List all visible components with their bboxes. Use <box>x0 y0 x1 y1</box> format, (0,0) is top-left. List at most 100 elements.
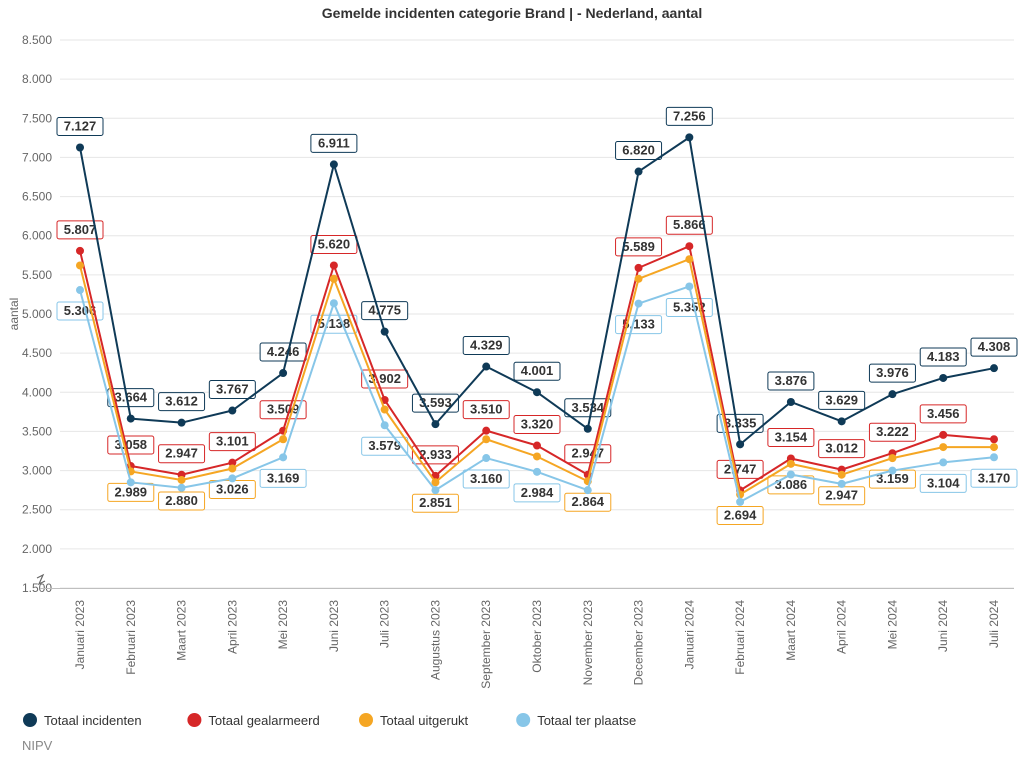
series-marker <box>736 498 744 506</box>
y-tick-label: 8.500 <box>22 33 52 47</box>
data-label-text: 3.320 <box>521 417 554 432</box>
x-tick-label: Mei 2024 <box>885 600 899 650</box>
x-tick-label: Juli 2023 <box>378 600 392 648</box>
legend-label: Totaal ter plaatse <box>537 713 636 728</box>
data-label: 2.747 <box>717 460 763 478</box>
series-marker <box>381 421 389 429</box>
legend-marker <box>23 713 37 727</box>
series-marker <box>888 390 896 398</box>
x-tick-label: Oktober 2023 <box>530 600 544 673</box>
data-label-text: 3.767 <box>216 382 249 397</box>
data-label-text: 5.589 <box>622 239 655 254</box>
data-label: 6.911 <box>311 134 357 152</box>
chart-footer: NIPV <box>22 738 53 753</box>
data-label-text: 3.170 <box>978 470 1011 485</box>
data-label-text: 3.510 <box>470 402 503 417</box>
data-label: 4.001 <box>514 362 560 380</box>
series-marker <box>990 364 998 372</box>
data-label-text: 3.101 <box>216 434 249 449</box>
series-marker <box>990 435 998 443</box>
data-label: 2.947 <box>819 487 865 505</box>
data-label-text: 2.880 <box>165 493 198 508</box>
series-marker <box>431 486 439 494</box>
data-label-text: 4.001 <box>521 363 554 378</box>
series-marker <box>381 328 389 336</box>
x-tick-label: November 2023 <box>581 600 595 686</box>
series-marker <box>76 247 84 255</box>
series-marker <box>939 374 947 382</box>
data-label-text: 5.620 <box>318 236 351 251</box>
series-marker <box>533 452 541 460</box>
x-tick-label: Juni 2024 <box>936 600 950 652</box>
data-label: 3.154 <box>768 429 814 447</box>
series-marker <box>685 255 693 263</box>
data-label-text: 7.256 <box>673 108 706 123</box>
data-label: 4.775 <box>362 302 408 320</box>
data-label: 5.352 <box>666 298 712 316</box>
data-label-text: 5.866 <box>673 217 706 232</box>
data-label: 3.026 <box>209 481 255 499</box>
series-marker <box>330 275 338 283</box>
data-label: 2.947 <box>565 445 611 463</box>
data-label: 2.880 <box>159 492 205 510</box>
data-label: 2.851 <box>412 494 458 512</box>
series-marker <box>178 419 186 427</box>
data-label-text: 3.160 <box>470 471 503 486</box>
x-tick-label: Januari 2023 <box>73 600 87 670</box>
series-marker <box>76 143 84 151</box>
data-label-text: 3.154 <box>775 430 808 445</box>
data-label-text: 3.169 <box>267 470 300 485</box>
data-label-text: 3.222 <box>876 424 909 439</box>
x-tick-label: April 2023 <box>225 600 239 654</box>
series-marker <box>482 435 490 443</box>
series-marker <box>431 420 439 428</box>
series-marker <box>482 363 490 371</box>
series-marker <box>939 458 947 466</box>
chart-title: Gemelde incidenten categorie Brand | - N… <box>322 5 702 21</box>
y-tick-label: 4.500 <box>22 346 52 360</box>
data-label: 4.246 <box>260 343 306 361</box>
x-tick-label: Maart 2023 <box>175 600 189 661</box>
series-marker <box>178 476 186 484</box>
data-label: 2.694 <box>717 507 763 525</box>
data-label-text: 4.308 <box>978 339 1011 354</box>
series-marker <box>178 484 186 492</box>
series-marker <box>838 417 846 425</box>
data-label-text: 3.629 <box>825 392 858 407</box>
series-marker <box>685 282 693 290</box>
series-marker <box>635 168 643 176</box>
data-label: 2.984 <box>514 484 560 502</box>
legend-marker <box>516 713 530 727</box>
data-label-text: 2.864 <box>572 494 605 509</box>
series-marker <box>685 242 693 250</box>
data-label: 3.101 <box>209 433 255 451</box>
legend-marker <box>359 713 373 727</box>
y-tick-label: 4.000 <box>22 385 52 399</box>
series-marker <box>381 406 389 414</box>
y-tick-label: 2.000 <box>22 542 52 556</box>
data-label-text: 2.989 <box>115 484 148 499</box>
data-label: 3.976 <box>869 364 915 382</box>
legend-label: Totaal incidenten <box>44 713 142 728</box>
x-tick-label: Februari 2024 <box>733 600 747 675</box>
data-label: 3.012 <box>819 440 865 458</box>
data-label: 3.222 <box>869 423 915 441</box>
legend-marker <box>187 713 201 727</box>
data-label: 3.767 <box>209 381 255 399</box>
series-marker <box>635 300 643 308</box>
data-label: 3.160 <box>463 470 509 488</box>
x-tick-label: Juni 2023 <box>327 600 341 652</box>
series-marker <box>330 299 338 307</box>
data-label: 3.612 <box>159 393 205 411</box>
series-marker <box>787 470 795 478</box>
data-label-text: 3.456 <box>927 406 960 421</box>
data-label: 4.308 <box>971 338 1017 356</box>
data-label-text: 3.664 <box>115 390 148 405</box>
data-label: 2.947 <box>159 445 205 463</box>
data-label-text: 3.026 <box>216 482 249 497</box>
y-tick-label: 8.000 <box>22 72 52 86</box>
series-marker <box>279 453 287 461</box>
series-marker <box>279 369 287 377</box>
x-tick-label: September 2023 <box>479 600 493 689</box>
y-tick-label: 5.000 <box>22 307 52 321</box>
